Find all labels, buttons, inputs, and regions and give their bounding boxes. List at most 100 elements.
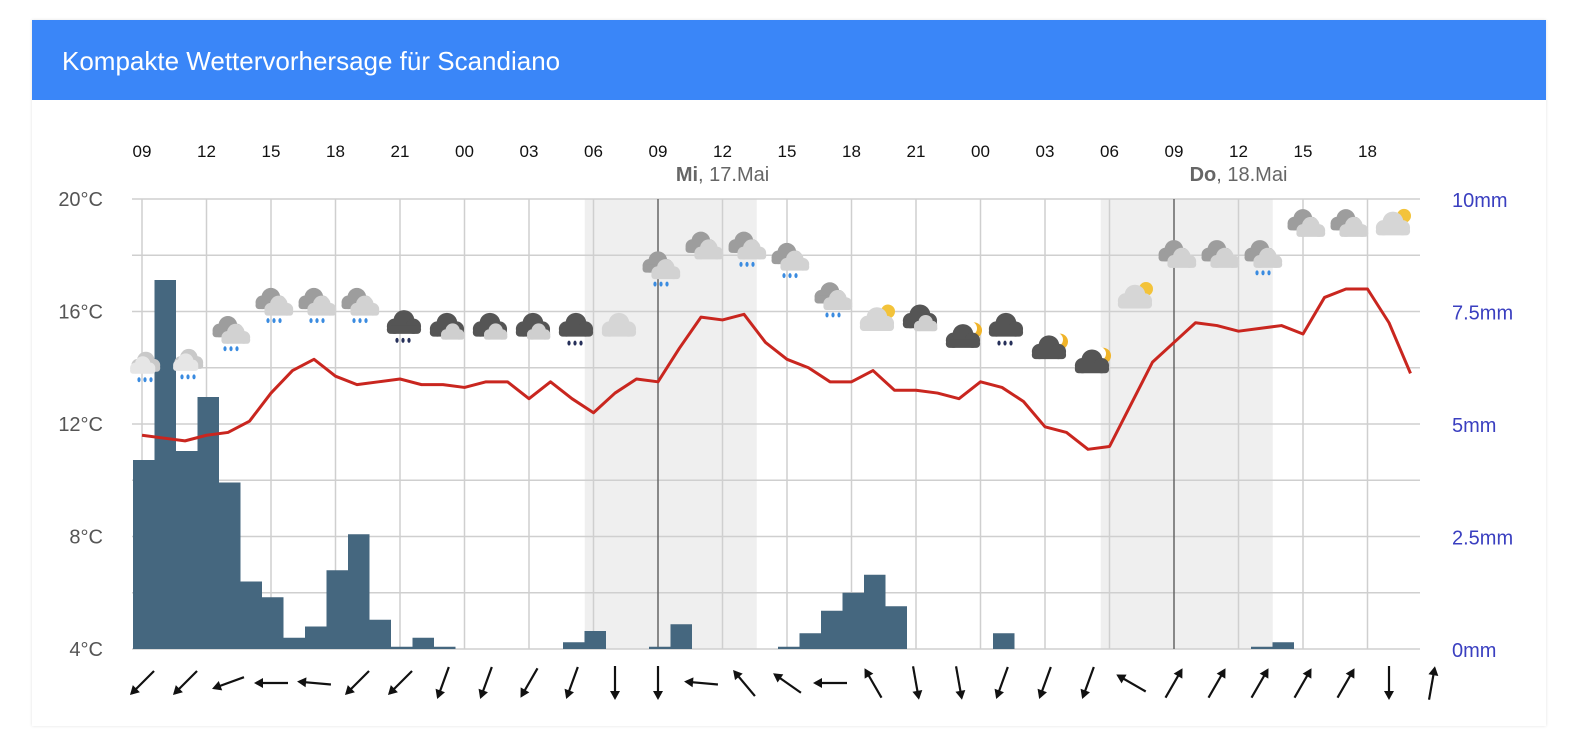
dark-cloud-moon-icon [1074,346,1111,374]
precip-bar [799,633,821,649]
precip-bar [369,619,391,649]
dark-rain-cloud-icon [558,312,594,346]
precip-bar [434,646,456,649]
x-tick-label: 21 [907,142,926,161]
wind-arrow-icon [733,669,756,697]
x-tick-label: 09 [133,142,152,161]
wind-arrow-icon [1250,668,1269,699]
wind-arrow-icon [1037,666,1052,699]
rain-cloud-icon [642,251,681,287]
cloud-icon [1201,240,1240,268]
x-tick-label: 06 [584,142,603,161]
wind-arrow-icon [1336,668,1355,699]
wind-arrow-icon [212,676,245,691]
precip-bar [412,637,434,649]
x-tick-label: 09 [1165,142,1184,161]
rain-cloud-icon [814,282,853,318]
wind-arrow-icon [1164,668,1183,699]
forecast-card: Kompakte Wettervorhersage für Scandiano [32,20,1546,726]
precip-bar [176,451,198,649]
x-tick-label: 15 [262,142,281,161]
precip-bar [240,581,262,649]
wind-arrow-icon [864,668,883,699]
day-label: Mi, 17.Mai [676,164,769,186]
precip-bar [778,646,800,649]
precip-bar [649,646,671,649]
wind-arrow-icon [564,666,579,699]
temp-axis-label: 20°C [58,189,103,211]
temp-axis-label: 12°C [58,414,103,436]
wind-arrow-icon [954,666,966,700]
header-bar: Kompakte Wettervorhersage für Scandiano [32,20,1546,100]
temp-axis-label: 8°C [69,527,103,549]
wind-arrow-icon [773,673,802,694]
x-tick-label: 03 [520,142,539,161]
precip-bar [821,610,843,649]
cloud-icon [1158,240,1197,268]
dark-cloud-icon [902,304,938,332]
dark-cloud-icon [472,312,508,340]
precip-bar [563,642,585,649]
precip-bar [885,606,907,649]
rain-cloud-light-icon [130,351,161,383]
precip-axis-label: 5mm [1452,415,1496,437]
precip-bar [154,280,176,649]
wind-arrow-icon [911,666,923,700]
x-tick-label: 15 [778,142,797,161]
dark-cloud-moon-icon [945,321,982,348]
dark-rain-cloud-icon [386,310,422,343]
x-tick-label: 18 [326,142,345,161]
x-tick-label: 00 [455,142,474,161]
rain-cloud-icon [728,231,767,267]
x-tick-label: 15 [1294,142,1313,161]
precip-bar [391,646,413,649]
wind-arrow-icon [297,677,332,688]
precip-bar [348,534,370,649]
page-title: Kompakte Wettervorhersage für Scandiano [62,46,561,76]
wind-arrow-icon [344,670,370,696]
wind-arrow-icon [994,666,1009,699]
precip-bar [219,482,241,649]
rain-cloud-icon [771,242,810,279]
wind-arrow-icon [520,667,539,698]
wind-arrow-icon [254,678,288,688]
precip-bar [133,460,155,649]
temp-axis-label: 4°C [69,639,103,661]
rain-cloud-icon [341,287,380,324]
wind-arrow-icon [813,678,847,688]
wind-arrow-icon [172,670,198,696]
x-tick-label: 09 [649,142,668,161]
precip-bar [283,637,305,649]
wind-arrow-icon [684,677,719,688]
precip-bar [842,592,864,649]
dark-cloud-icon [515,312,551,340]
temperature-line [141,287,1412,451]
wind-arrow-icon [478,666,493,699]
precip-axis-label: 7.5mm [1452,303,1513,325]
dark-cloud-moon-icon [1031,332,1068,360]
cloud-icon [685,231,724,260]
precip-bar [326,570,348,649]
cloud-icon [1330,209,1369,237]
wind-arrow-icon [653,666,663,700]
light-cloud-sun-icon [1375,208,1411,236]
day-label: Do, 18.Mai [1190,164,1288,186]
wind-arrow-icon [610,666,620,700]
rain-cloud-icon [212,316,251,352]
wind-arrow-icon [1207,668,1226,699]
rain-cloud-icon [298,287,337,324]
precip-bar [584,631,606,649]
light-cloud-icon [601,312,637,337]
cloud-icon [1287,209,1326,237]
wind-arrow-icon [1293,668,1312,699]
precip-bar [262,597,284,649]
rain-cloud-light-icon [173,348,204,380]
dark-rain-cloud-icon [988,312,1024,346]
precip-axis-label: 10mm [1452,190,1508,212]
wind-arrow-icon [1384,666,1394,700]
x-tick-label: 21 [391,142,410,161]
wind-arrow-icon [129,670,155,696]
precip-bar [197,397,219,649]
x-tick-label: 12 [197,142,216,161]
wind-arrow-icon [1080,666,1095,699]
